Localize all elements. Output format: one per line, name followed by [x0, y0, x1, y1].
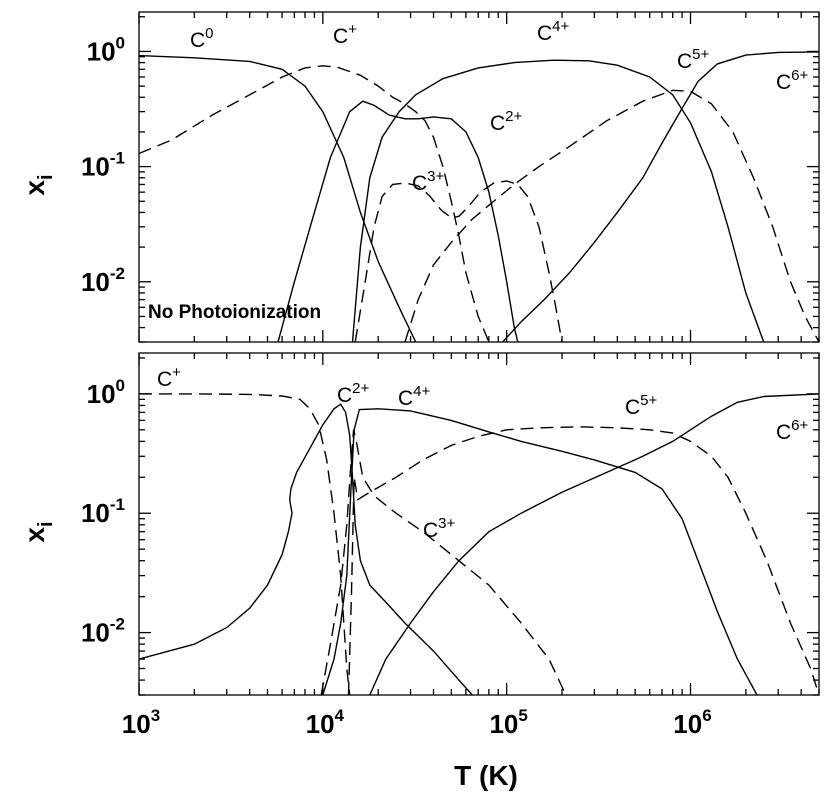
- series-label-Cplus: C+: [333, 21, 357, 48]
- plot-frame: [138, 352, 820, 696]
- x-tick-label: 105: [489, 706, 527, 739]
- series-label-C5plus: C5+: [677, 46, 710, 73]
- y-tick-label: 10-1: [81, 149, 125, 182]
- series-line-C3plus: [354, 180, 563, 342]
- series-label-C0: C0: [190, 25, 214, 52]
- series-label-C3plus: C3+: [412, 168, 445, 195]
- y-axis-label: xi: [19, 521, 57, 542]
- series-label-C3plus: C3+: [423, 515, 456, 542]
- y-tick-label: 100: [87, 33, 125, 66]
- y-tick-label: 10-2: [81, 615, 125, 648]
- series-line-C5plus: [404, 89, 819, 342]
- series-line-C2plus: [277, 100, 519, 342]
- series-label-C6plus: C6+: [776, 67, 809, 94]
- plot-frame: [138, 11, 820, 343]
- x-tick-label: 104: [306, 706, 345, 739]
- x-axis-label: T (K): [454, 760, 518, 791]
- series-label-C5plus: C5+: [625, 392, 658, 419]
- series-line-C3plus: [320, 429, 567, 695]
- x-tick-label: 106: [673, 706, 711, 739]
- panel-top: 10-2 10-1 100 xi C0 C+ C2+ C3+ C4+ C5+ C6+ No Photo…: [19, 11, 820, 343]
- y-tick-label: 10-1: [81, 495, 125, 528]
- series-label-C6plus: C6+: [776, 417, 809, 444]
- series-label-C4plus: C4+: [537, 18, 570, 45]
- y-tick-label: 10-2: [81, 264, 125, 297]
- series-line-Cplus: [139, 393, 351, 695]
- series-line-C4plus: [322, 408, 758, 695]
- series-label-C4plus: C4+: [398, 383, 431, 410]
- x-tick-label: 103: [122, 706, 160, 739]
- series-line-C5plus: [347, 426, 819, 695]
- series-line-Cplus: [139, 65, 490, 342]
- series-label-C2plus: C2+: [337, 380, 370, 407]
- series-group: [139, 393, 819, 695]
- series-line-C6plus: [369, 393, 819, 695]
- series-group: [139, 51, 819, 342]
- series-label-Cplus: C+: [157, 364, 181, 391]
- series-line-C0: [139, 54, 417, 342]
- series-line-C6plus: [502, 51, 819, 342]
- series-label-C2plus: C2+: [490, 108, 523, 135]
- y-axis-label: xi: [19, 174, 57, 195]
- panel-annotation: No Photoionization: [148, 302, 321, 323]
- y-tick-label: 100: [87, 376, 125, 409]
- series-line-C2plus: [139, 403, 473, 695]
- panel-bottom: 10-2 10-1 100 103 104 105 106 T (K) xi C+ C2+ C3+ C4…: [19, 352, 820, 791]
- series-line-C4plus: [351, 59, 765, 342]
